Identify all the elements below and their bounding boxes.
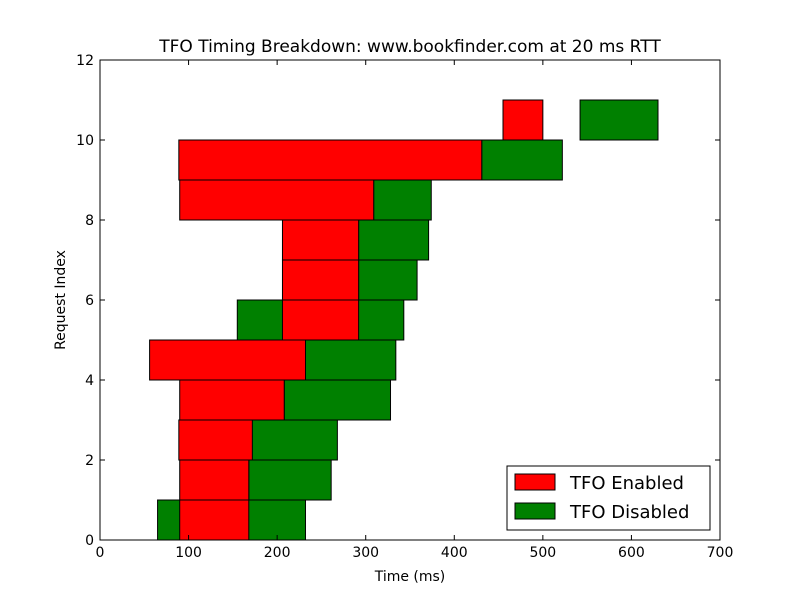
bar-tfo-enabled-9 [178, 139, 483, 181]
bar-tfo-enabled-1 [179, 459, 250, 501]
bar-tfo-enabled-8 [179, 179, 375, 221]
bar-tfo-disabled-9 [481, 139, 563, 181]
bar-tfo-disabled-4 [304, 339, 397, 381]
legend: TFO Enabled TFO Disabled [506, 465, 711, 531]
y-tick-label-10: 10 [76, 133, 94, 149]
y-axis-label: Request Index [53, 250, 69, 350]
x-tick-label-100: 100 [175, 545, 202, 561]
x-tick-label-500: 500 [529, 545, 556, 561]
x-tick-label-400: 400 [441, 545, 468, 561]
bar-tfo-enabled-10 [502, 99, 544, 141]
bar-tfo-enabled-6 [281, 259, 360, 301]
legend-label-tfo-enabled: TFO Enabled [569, 473, 684, 494]
x-tick-label-700: 700 [707, 545, 734, 561]
bar-tfo-enabled-4 [149, 339, 306, 381]
y-tick-label-6: 6 [85, 293, 94, 309]
bar-tfo-disabled-8 [373, 179, 432, 221]
bars-layer [149, 99, 659, 541]
x-tick-label-0: 0 [96, 545, 105, 561]
bar-tfo-enabled-2 [178, 419, 253, 461]
bar-tfo-enabled-5 [281, 299, 360, 341]
y-tick-label-2: 2 [85, 453, 94, 469]
bar-tfo-disabled-7 [358, 219, 430, 261]
bar-tfo-disabled-10 [579, 99, 659, 141]
ticks-layer: 0 100 200 300 400 500 600 700 0 2 4 6 8 10 12 [76, 53, 733, 561]
legend-label-tfo-disabled: TFO Disabled [569, 502, 689, 523]
bar-tfo-disabled-3 [283, 379, 392, 421]
legend-swatch-tfo-disabled [514, 502, 556, 520]
bar-tfo-disabled-2 [248, 419, 338, 461]
bar-tfo-enabled-0 [179, 499, 250, 541]
y-tick-label-0: 0 [85, 533, 94, 549]
y-tick-label-12: 12 [76, 53, 94, 69]
x-tick-label-600: 600 [618, 545, 645, 561]
y-tick-label-4: 4 [85, 373, 94, 389]
bar-tfo-enabled-7 [281, 219, 360, 261]
bar-tfo-enabled-3 [179, 379, 285, 421]
bar-tfo-disabled-1 [248, 459, 332, 501]
bar-tfo-disabled-6 [358, 259, 418, 301]
chart-title: TFO Timing Breakdown: www.bookfinder.com… [158, 37, 661, 57]
y-tick-label-8: 8 [85, 213, 94, 229]
x-tick-label-300: 300 [352, 545, 379, 561]
x-axis-label: Time (ms) [374, 569, 446, 585]
legend-swatch-tfo-enabled [514, 473, 556, 491]
x-tick-label-200: 200 [264, 545, 291, 561]
